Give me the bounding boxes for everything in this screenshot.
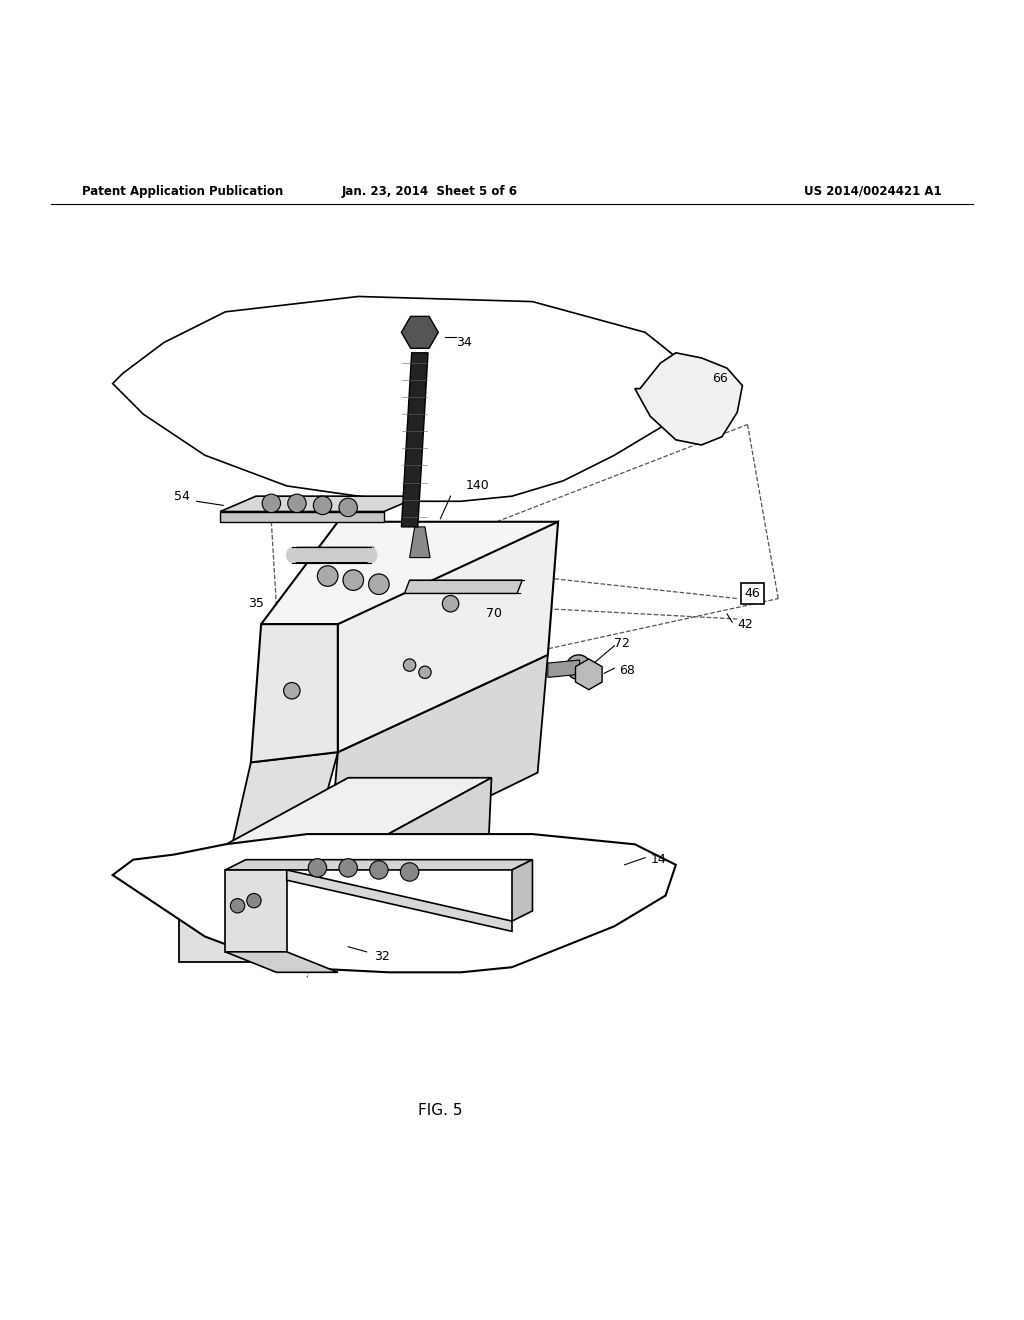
- Circle shape: [403, 659, 416, 672]
- Polygon shape: [220, 496, 420, 512]
- Polygon shape: [401, 317, 438, 348]
- Text: 70: 70: [486, 607, 503, 620]
- Text: Jan. 23, 2014  Sheet 5 of 6: Jan. 23, 2014 Sheet 5 of 6: [342, 185, 518, 198]
- Text: 14: 14: [650, 853, 666, 866]
- Circle shape: [230, 899, 245, 913]
- Text: 46: 46: [744, 587, 761, 599]
- Text: 32: 32: [374, 950, 389, 964]
- Text: 34: 34: [456, 337, 471, 348]
- Polygon shape: [338, 521, 558, 752]
- Circle shape: [317, 566, 338, 586]
- Circle shape: [400, 863, 419, 882]
- Polygon shape: [635, 352, 742, 445]
- Circle shape: [247, 894, 261, 908]
- Circle shape: [370, 861, 388, 879]
- Text: FIG. 5: FIG. 5: [418, 1104, 463, 1118]
- Polygon shape: [548, 660, 580, 677]
- Polygon shape: [512, 859, 532, 921]
- Polygon shape: [179, 870, 323, 962]
- Polygon shape: [404, 579, 522, 594]
- Circle shape: [442, 595, 459, 612]
- Polygon shape: [113, 834, 676, 973]
- Polygon shape: [225, 859, 532, 870]
- Text: 68: 68: [620, 664, 636, 677]
- Polygon shape: [575, 659, 602, 689]
- Circle shape: [339, 498, 357, 516]
- Text: 72: 72: [614, 638, 631, 651]
- Circle shape: [288, 494, 306, 512]
- Circle shape: [369, 574, 389, 594]
- Ellipse shape: [365, 548, 377, 562]
- Polygon shape: [225, 752, 338, 875]
- Text: 35: 35: [248, 597, 264, 610]
- Circle shape: [339, 858, 357, 876]
- Text: 54: 54: [173, 490, 189, 503]
- Polygon shape: [328, 655, 548, 875]
- Circle shape: [566, 655, 591, 680]
- Polygon shape: [261, 521, 558, 624]
- Polygon shape: [220, 512, 384, 521]
- Polygon shape: [410, 527, 430, 557]
- Circle shape: [284, 682, 300, 698]
- Circle shape: [262, 494, 281, 512]
- Polygon shape: [113, 297, 696, 502]
- Polygon shape: [251, 624, 338, 763]
- Polygon shape: [225, 870, 287, 952]
- Polygon shape: [179, 777, 492, 870]
- Polygon shape: [287, 870, 512, 932]
- Circle shape: [343, 570, 364, 590]
- Text: Patent Application Publication: Patent Application Publication: [82, 185, 284, 198]
- Circle shape: [419, 667, 431, 678]
- Circle shape: [308, 858, 327, 876]
- Text: 66: 66: [712, 372, 727, 385]
- Polygon shape: [323, 777, 492, 962]
- Polygon shape: [225, 952, 338, 973]
- Circle shape: [313, 496, 332, 515]
- Text: 42: 42: [737, 618, 753, 631]
- Polygon shape: [401, 352, 428, 527]
- Polygon shape: [292, 548, 374, 562]
- Ellipse shape: [287, 548, 299, 562]
- Text: US 2014/0024421 A1: US 2014/0024421 A1: [805, 185, 942, 198]
- Text: 140: 140: [466, 479, 489, 492]
